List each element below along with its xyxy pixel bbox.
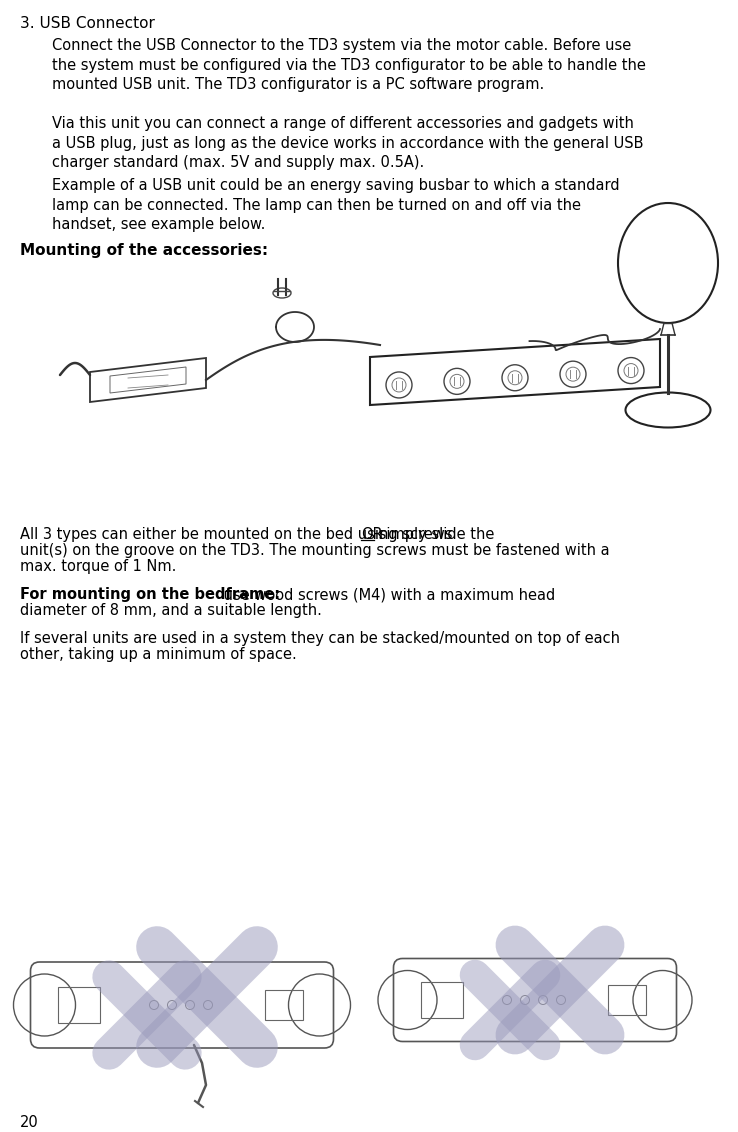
Text: All 3 types can either be mounted on the bed using screws: All 3 types can either be mounted on the…	[20, 528, 457, 542]
Bar	[421, 981, 463, 1018]
Text: simply slide the: simply slide the	[374, 528, 494, 542]
Text: other, taking up a minimum of space.: other, taking up a minimum of space.	[20, 648, 297, 662]
Text: max. torque of 1 Nm.: max. torque of 1 Nm.	[20, 559, 176, 574]
Text: use wood screws (M4) with a maximum head: use wood screws (M4) with a maximum head	[218, 588, 555, 602]
Text: For mounting on the bedframe:: For mounting on the bedframe:	[20, 588, 280, 602]
Text: unit(s) on the groove on the TD3. The mounting screws must be fastened with a: unit(s) on the groove on the TD3. The mo…	[20, 543, 610, 558]
Text: Connect the USB Connector to the TD3 system via the motor cable. Before use
the : Connect the USB Connector to the TD3 sys…	[52, 38, 646, 92]
Bar	[58, 987, 100, 1023]
Text: OR: OR	[361, 528, 383, 542]
Text: Via this unit you can connect a range of different accessories and gadgets with
: Via this unit you can connect a range of…	[52, 115, 644, 170]
Bar	[607, 985, 646, 1015]
Text: 20: 20	[20, 1115, 39, 1130]
Text: If several units are used in a system they can be stacked/mounted on top of each: If several units are used in a system th…	[20, 631, 620, 646]
Text: diameter of 8 mm, and a suitable length.: diameter of 8 mm, and a suitable length.	[20, 603, 322, 618]
Text: Mounting of the accessories:: Mounting of the accessories:	[20, 243, 268, 258]
Text: Example of a USB unit could be an energy saving busbar to which a standard
lamp : Example of a USB unit could be an energy…	[52, 178, 620, 232]
Text: 3. USB Connector: 3. USB Connector	[20, 16, 155, 31]
Bar	[264, 990, 303, 1020]
